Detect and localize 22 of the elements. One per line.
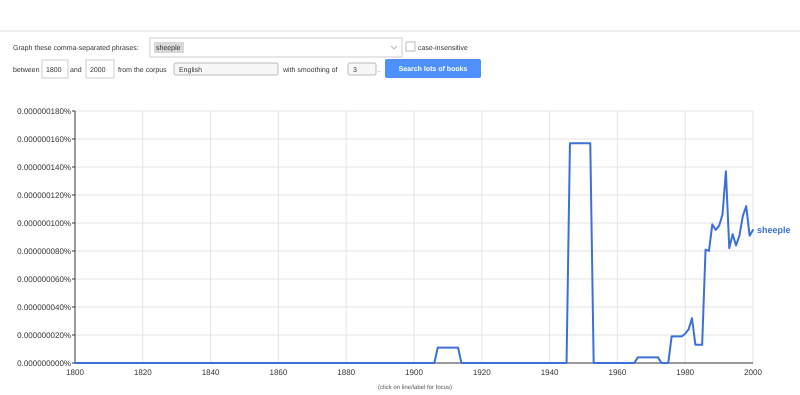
x-tick-label: 1880 bbox=[337, 368, 356, 377]
x-tick-label: 2000 bbox=[744, 368, 762, 377]
x-tick-label: 1860 bbox=[270, 368, 288, 377]
y-tick-label: 0.000000180% bbox=[17, 107, 71, 116]
y-tick-label: 0.000000160% bbox=[17, 135, 71, 144]
y-tick-label: 0.000000100% bbox=[17, 219, 71, 228]
y-tick-label: 0.000000000% bbox=[17, 359, 71, 368]
y-tick-label: 0.000000080% bbox=[17, 247, 71, 256]
y-tick-label: 0.000000020% bbox=[17, 331, 71, 340]
y-tick-label: 0.000000140% bbox=[17, 163, 71, 172]
x-tick-label: 1920 bbox=[472, 368, 492, 377]
x-tick-label: 1800 bbox=[66, 368, 84, 377]
x-tick-label: 1960 bbox=[608, 368, 627, 377]
x-tick-label: 1940 bbox=[540, 368, 560, 377]
x-tick-label: 1900 bbox=[405, 368, 424, 377]
x-tick-label: 1840 bbox=[202, 368, 220, 377]
x-tick-label: 1980 bbox=[676, 368, 695, 377]
y-tick-label: 0.000000060% bbox=[17, 275, 71, 284]
y-tick-label: 0.000000040% bbox=[17, 303, 71, 312]
x-tick-label: 1820 bbox=[134, 368, 152, 377]
series-label: sheeple bbox=[757, 225, 791, 235]
y-tick-label: 0.000000120% bbox=[17, 191, 71, 200]
